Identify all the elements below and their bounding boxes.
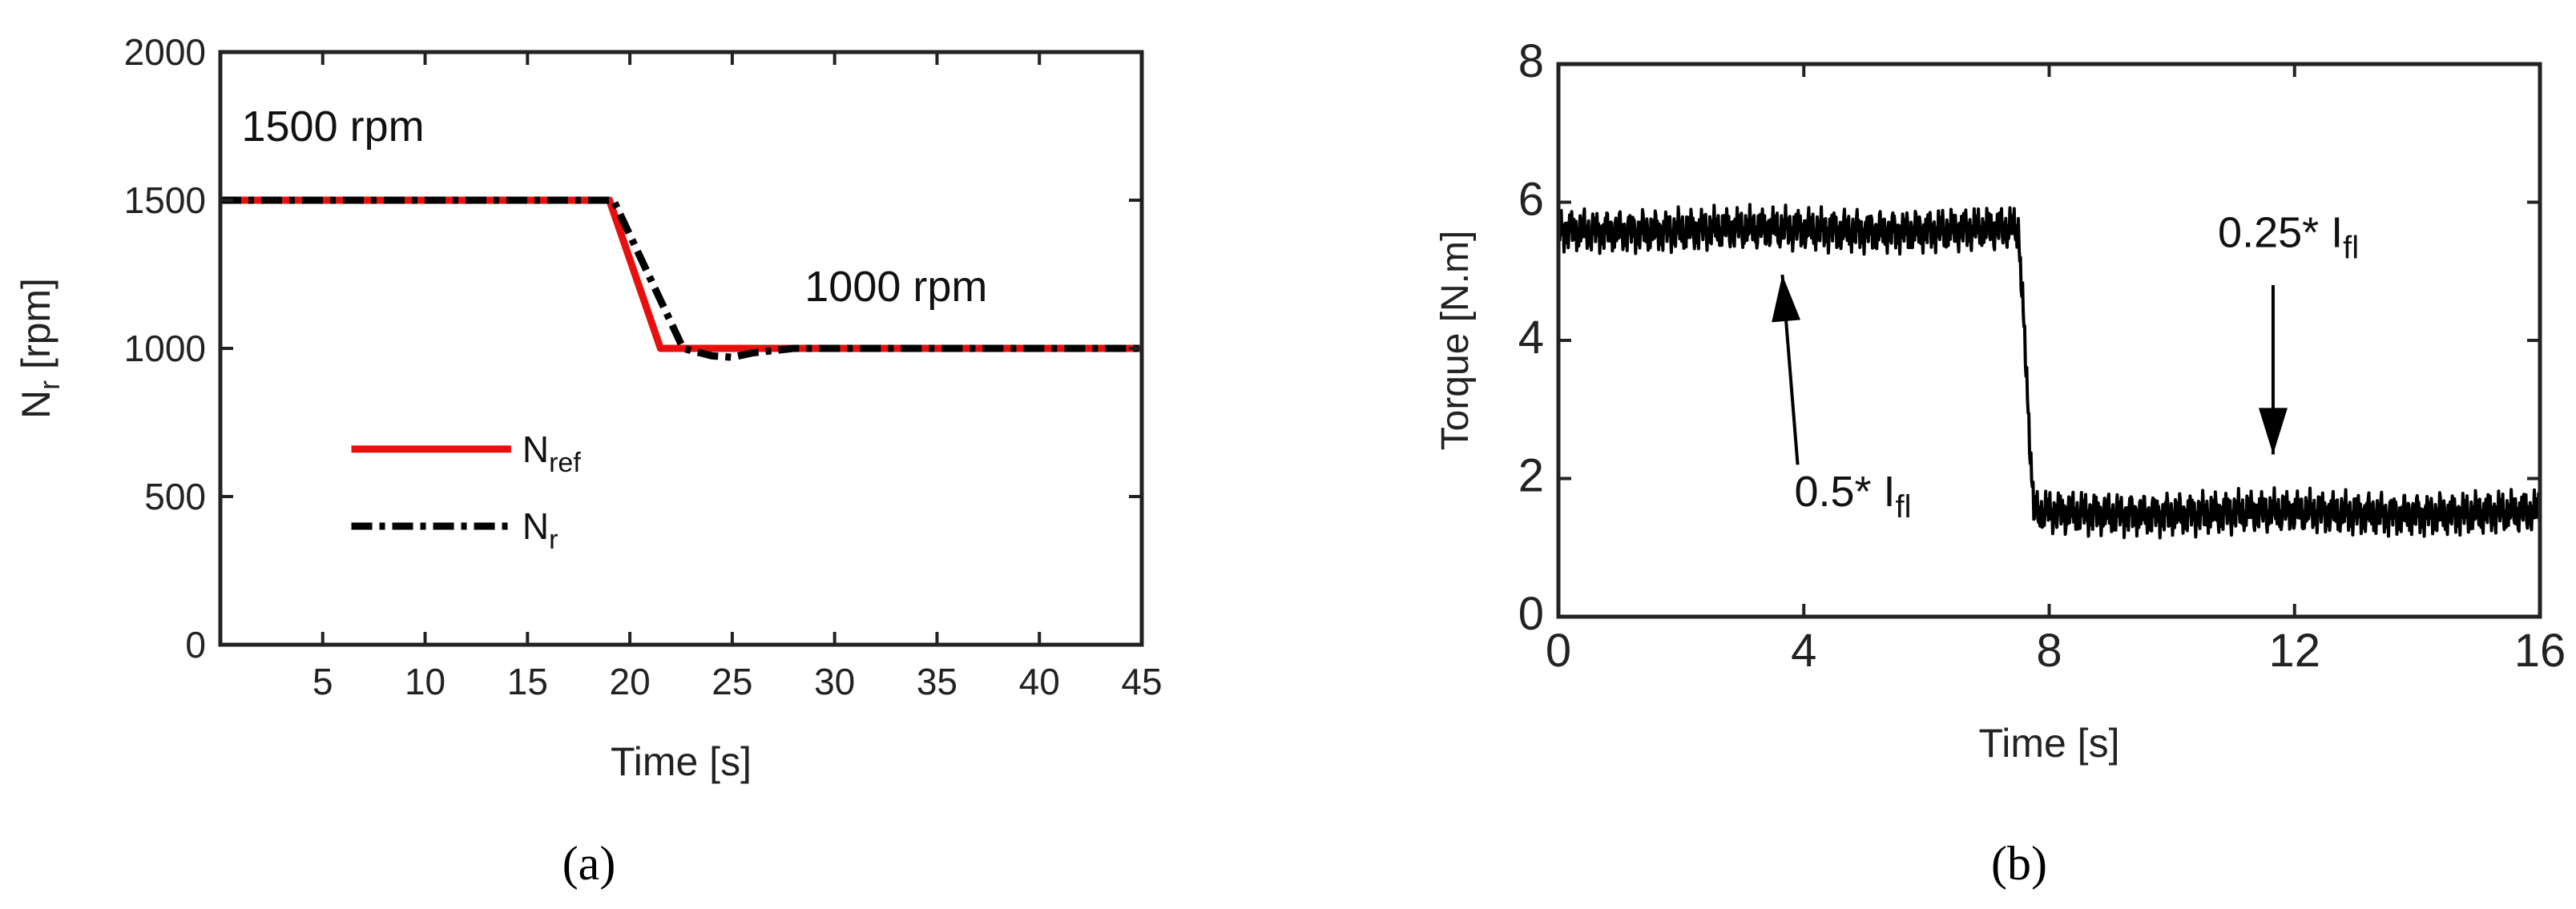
chart-a-y-axis-label-sub: r [33,380,66,390]
annotation-half-full-load-sub: fl [1896,489,1912,525]
a-x-tick-label: 10 [405,661,445,702]
annotation-quarter-full-load-main: 0.25* I [2218,209,2343,257]
a-y-tick-label: 2000 [124,31,206,73]
chart-b: 0 4 8 12 16 0 2 4 6 8 Time [s] Torque [N.m] 0.5* … [1434,35,2566,890]
chart-b-tick-labels: 0 4 8 12 16 0 2 4 6 8 [1518,35,2566,677]
annotation-arrow-head [1772,275,1801,323]
b-x-tick-label: 4 [1791,625,1816,677]
b-x-tick-label: 12 [2268,625,2320,677]
chart-a: 5 10 15 20 25 30 35 40 45 0 500 1000 1500 2000 Time [… [14,31,1163,890]
chart-a-y-axis-label: Nr [rpm] [14,278,66,419]
legend-nr-main: N [522,505,549,547]
a-x-tick-label: 35 [917,661,957,702]
a-x-tick-label: 15 [507,661,548,702]
a-x-tick-label: 40 [1019,661,1060,702]
legend-nref-main: N [522,428,549,470]
legend-nr-sub: r [549,525,558,555]
b-y-tick-label: 2 [1518,450,1544,502]
panel-a-caption: (a) [562,837,616,890]
b-y-tick-label: 4 [1518,312,1544,364]
a-y-tick-label: 500 [144,476,206,517]
legend-nref-label: Nref [522,428,581,478]
b-y-tick-label: 0 [1518,588,1544,640]
b-y-tick-label: 6 [1518,174,1544,226]
chart-b-ticks [1557,62,2542,618]
series-torque-line [1557,203,2542,540]
chart-a-annotations: 1500 rpm 1000 rpm [241,103,987,311]
chart-a-x-axis-label: Time [s] [611,739,752,784]
annotation-quarter-full-load-sub: fl [2343,231,2359,266]
a-x-tick-label: 20 [610,661,651,702]
annotation-1000-rpm: 1000 rpm [804,263,987,311]
chart-b-x-axis-label: Time [s] [1979,721,2120,766]
annotation-1500-rpm: 1500 rpm [241,103,424,151]
a-y-tick-label: 1000 [124,328,206,369]
b-x-tick-label: 16 [2514,625,2566,677]
a-x-tick-label: 45 [1121,661,1162,702]
chart-a-legend: Nref Nr [351,428,581,555]
chart-b-annotations: 0.5* Ifl 0.25* Ifl [1794,209,2359,525]
legend-nref-sub: ref [549,448,581,478]
a-x-tick-label: 25 [712,661,752,702]
chart-a-tick-labels: 5 10 15 20 25 30 35 40 45 0 500 1000 1500 2000 [124,31,1163,702]
panel-b-caption: (b) [1991,837,2047,890]
chart-b-y-axis-label: Torque [N.m] [1434,231,1477,451]
series-nr-line [220,196,1142,361]
chart-b-plot-area [1557,203,2542,540]
annotation-arrow-head [2258,408,2288,455]
a-x-tick-label: 30 [814,661,855,702]
chart-a-plot-area [220,196,1142,361]
annotation-half-full-load: 0.5* Ifl [1794,468,1911,525]
chart-a-ticks [220,50,1143,646]
chart-b-frame [1556,62,2542,619]
a-y-tick-label: 0 [185,624,206,666]
b-x-tick-label: 8 [2036,625,2062,677]
annotation-quarter-full-load: 0.25* Ifl [2218,209,2359,266]
b-y-tick-label: 8 [1518,35,1544,87]
a-y-tick-label: 1500 [124,179,206,221]
chart-a-y-axis-label-rest: [rpm] [14,278,58,380]
series-nref-line [220,196,1142,352]
a-x-tick-label: 5 [312,661,333,702]
b-x-tick-label: 0 [1546,625,1571,677]
annotation-half-full-load-main: 0.5* I [1794,468,1895,516]
legend-nr-label: Nr [522,505,558,555]
chart-a-y-axis-label-main: N [14,390,58,419]
